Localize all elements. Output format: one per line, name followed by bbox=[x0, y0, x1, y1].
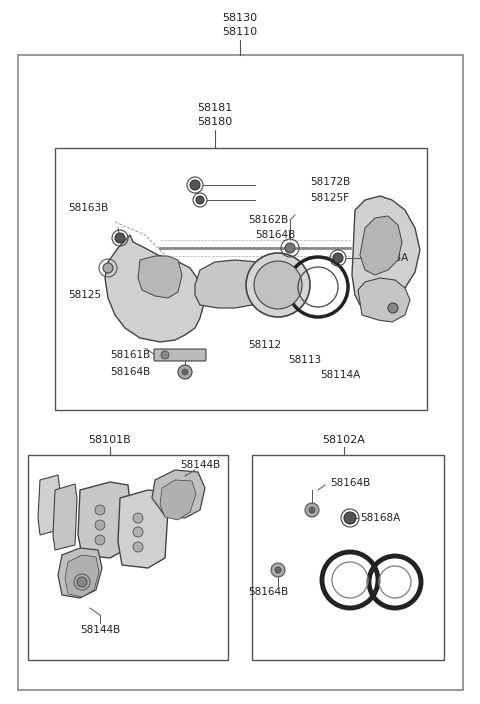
Circle shape bbox=[133, 527, 143, 537]
Text: 58163B: 58163B bbox=[68, 203, 108, 213]
Circle shape bbox=[95, 520, 105, 530]
Polygon shape bbox=[195, 260, 270, 308]
Circle shape bbox=[309, 507, 315, 513]
Text: 58130: 58130 bbox=[222, 13, 258, 23]
Polygon shape bbox=[65, 555, 99, 597]
Circle shape bbox=[115, 233, 125, 243]
Circle shape bbox=[133, 513, 143, 523]
Text: 58110: 58110 bbox=[222, 27, 258, 37]
Circle shape bbox=[275, 567, 281, 573]
Circle shape bbox=[77, 577, 87, 587]
Polygon shape bbox=[53, 484, 77, 550]
Text: 58101B: 58101B bbox=[89, 435, 132, 445]
Text: 58180: 58180 bbox=[197, 117, 233, 127]
Circle shape bbox=[285, 243, 295, 253]
Circle shape bbox=[196, 196, 204, 204]
Text: 58114A: 58114A bbox=[320, 370, 360, 380]
Polygon shape bbox=[38, 475, 60, 535]
Circle shape bbox=[305, 503, 319, 517]
Text: 58161B: 58161B bbox=[110, 350, 150, 360]
Polygon shape bbox=[358, 278, 410, 322]
Polygon shape bbox=[160, 480, 196, 520]
Text: 58112: 58112 bbox=[248, 340, 281, 350]
Polygon shape bbox=[118, 490, 168, 568]
Circle shape bbox=[254, 261, 302, 309]
Polygon shape bbox=[105, 235, 205, 342]
Text: 58164B: 58164B bbox=[255, 230, 295, 240]
Text: 58144B: 58144B bbox=[180, 460, 220, 470]
Circle shape bbox=[178, 365, 192, 379]
Text: 58168A: 58168A bbox=[368, 253, 408, 263]
Circle shape bbox=[161, 351, 169, 359]
Polygon shape bbox=[58, 548, 102, 598]
Circle shape bbox=[333, 253, 343, 263]
Text: 58162B: 58162B bbox=[248, 215, 288, 225]
Circle shape bbox=[95, 535, 105, 545]
Text: 58164B: 58164B bbox=[110, 367, 150, 377]
FancyBboxPatch shape bbox=[154, 349, 206, 361]
Text: 58164B: 58164B bbox=[330, 478, 370, 488]
Polygon shape bbox=[360, 216, 402, 275]
Text: 58102A: 58102A bbox=[323, 435, 365, 445]
Circle shape bbox=[95, 505, 105, 515]
Bar bbox=[252, 455, 444, 660]
Text: 58181: 58181 bbox=[197, 103, 233, 113]
Circle shape bbox=[182, 369, 188, 375]
Circle shape bbox=[246, 253, 310, 317]
Text: 58144B: 58144B bbox=[80, 625, 120, 635]
Text: 58164B: 58164B bbox=[248, 587, 288, 597]
Circle shape bbox=[344, 512, 356, 524]
Circle shape bbox=[103, 263, 113, 273]
Bar bbox=[55, 148, 427, 410]
Text: 58168A: 58168A bbox=[360, 513, 400, 523]
Polygon shape bbox=[152, 470, 205, 518]
Text: 58113: 58113 bbox=[288, 355, 321, 365]
Circle shape bbox=[388, 303, 398, 313]
Circle shape bbox=[133, 542, 143, 552]
Polygon shape bbox=[138, 256, 182, 298]
Circle shape bbox=[190, 180, 200, 190]
Bar bbox=[28, 455, 228, 660]
Polygon shape bbox=[78, 482, 130, 558]
Text: 58125F: 58125F bbox=[310, 193, 349, 203]
Text: 58125: 58125 bbox=[68, 290, 101, 300]
Text: 58172B: 58172B bbox=[310, 177, 350, 187]
Circle shape bbox=[271, 563, 285, 577]
Polygon shape bbox=[352, 196, 420, 310]
